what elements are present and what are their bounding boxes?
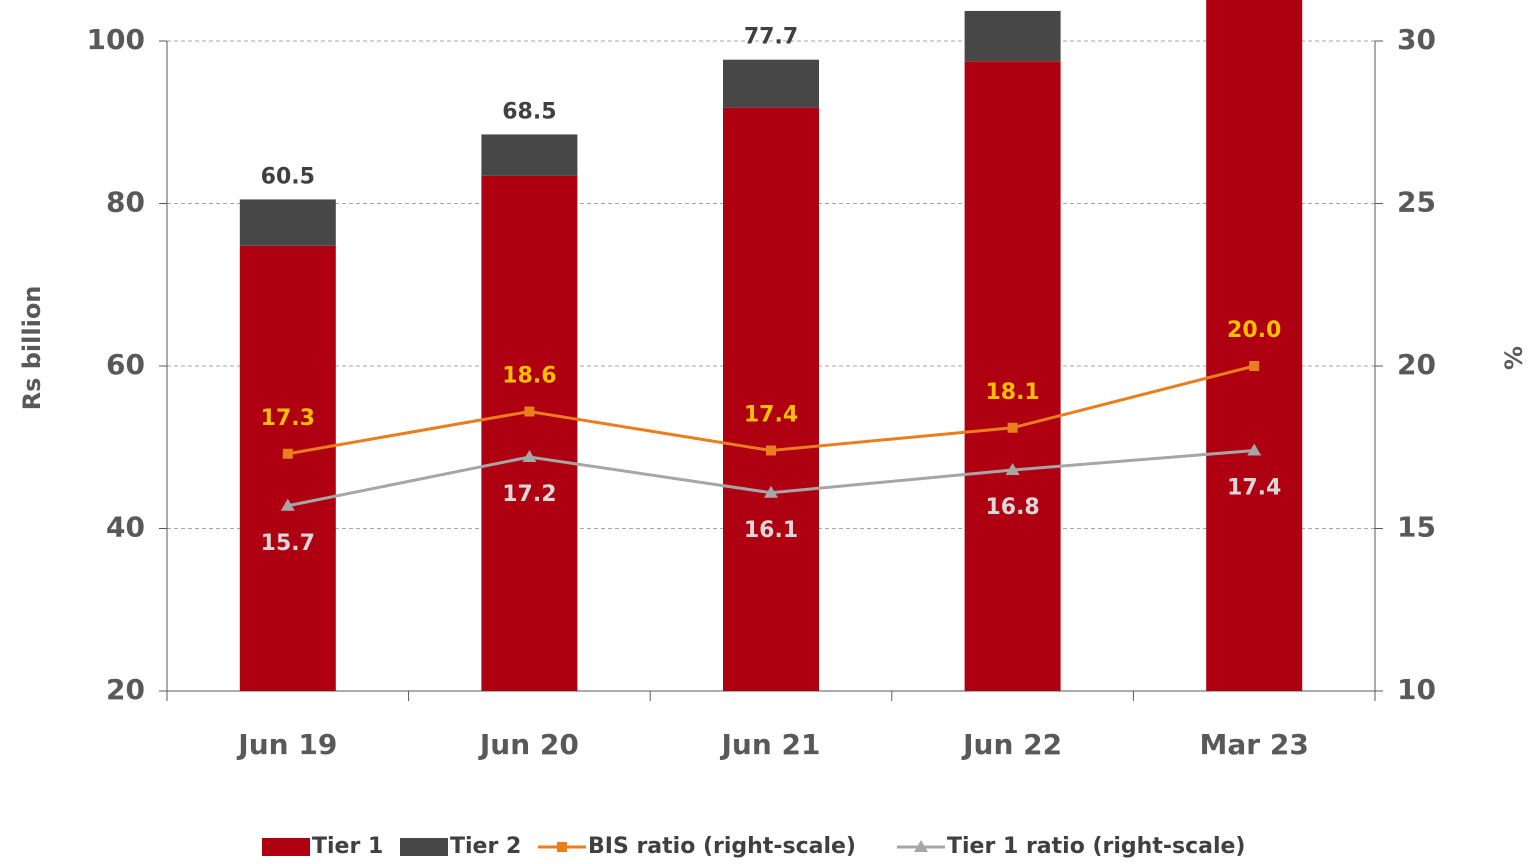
marker — [280, 498, 295, 511]
total-label: 77.7 — [744, 25, 798, 50]
marker — [1005, 463, 1020, 475]
y-axis-title: Rs billion — [18, 286, 46, 411]
y-tick-label: 100 — [87, 23, 145, 56]
marker — [1007, 422, 1018, 433]
x-tick-label: Jun 20 — [478, 728, 579, 761]
marker — [764, 485, 778, 498]
marker — [282, 448, 293, 459]
bar — [481, 134, 578, 176]
marker — [522, 450, 537, 462]
bar — [723, 59, 819, 108]
y2-tick-label: 10 — [1397, 673, 1436, 706]
y-tick-label: 40 — [106, 511, 145, 544]
y-tick-label: 60 — [106, 348, 145, 381]
data-label: 20.0 — [1227, 318, 1281, 343]
bar — [964, 10, 1061, 62]
y2-tick-label: 30 — [1397, 23, 1436, 56]
y2-tick-label: 15 — [1397, 511, 1436, 544]
bar — [239, 199, 336, 246]
x-tick-label: Jun 21 — [720, 728, 821, 761]
legend-label: Tier 1 ratio (right-scale) — [947, 834, 1245, 859]
data-label: 17.4 — [744, 403, 798, 428]
legend-swatch — [400, 838, 448, 856]
y2-axis-title: % — [1500, 346, 1528, 370]
legend-label: BIS ratio (right-scale) — [588, 834, 856, 859]
data-label: 17.2 — [502, 482, 556, 507]
x-tick-label: Jun 19 — [236, 728, 337, 761]
bar — [723, 107, 819, 691]
legend-marker — [914, 840, 928, 852]
legend-swatch — [262, 838, 310, 856]
data-label: 17.4 — [1227, 476, 1281, 501]
y-tick-label: 20 — [106, 673, 145, 706]
y-tick-label: 80 — [106, 186, 145, 219]
marker — [1247, 443, 1262, 456]
x-tick-label: Mar 23 — [1200, 728, 1309, 761]
marker — [524, 406, 535, 417]
total-label: 60.5 — [261, 164, 315, 189]
total-label: 83.7 — [985, 0, 1039, 1]
data-label: 15.7 — [261, 531, 315, 556]
legend-marker — [557, 842, 567, 852]
data-label: 18.6 — [502, 364, 556, 389]
x-tick-label: Jun 22 — [961, 728, 1062, 761]
legend-label: Tier 1 — [312, 834, 383, 859]
bar — [481, 175, 578, 691]
marker — [766, 445, 776, 456]
total-label: 68.5 — [502, 99, 556, 124]
marker — [1249, 361, 1260, 371]
data-label: 16.1 — [744, 518, 798, 543]
bar — [1206, 0, 1303, 691]
data-label: 17.3 — [261, 406, 315, 431]
data-label: 16.8 — [985, 495, 1039, 520]
legend-label: Tier 2 — [450, 834, 521, 859]
y2-tick-label: 20 — [1397, 348, 1436, 381]
data-label: 18.1 — [985, 380, 1039, 405]
bar — [964, 61, 1061, 691]
bar — [239, 245, 336, 691]
y2-tick-label: 25 — [1397, 186, 1436, 219]
